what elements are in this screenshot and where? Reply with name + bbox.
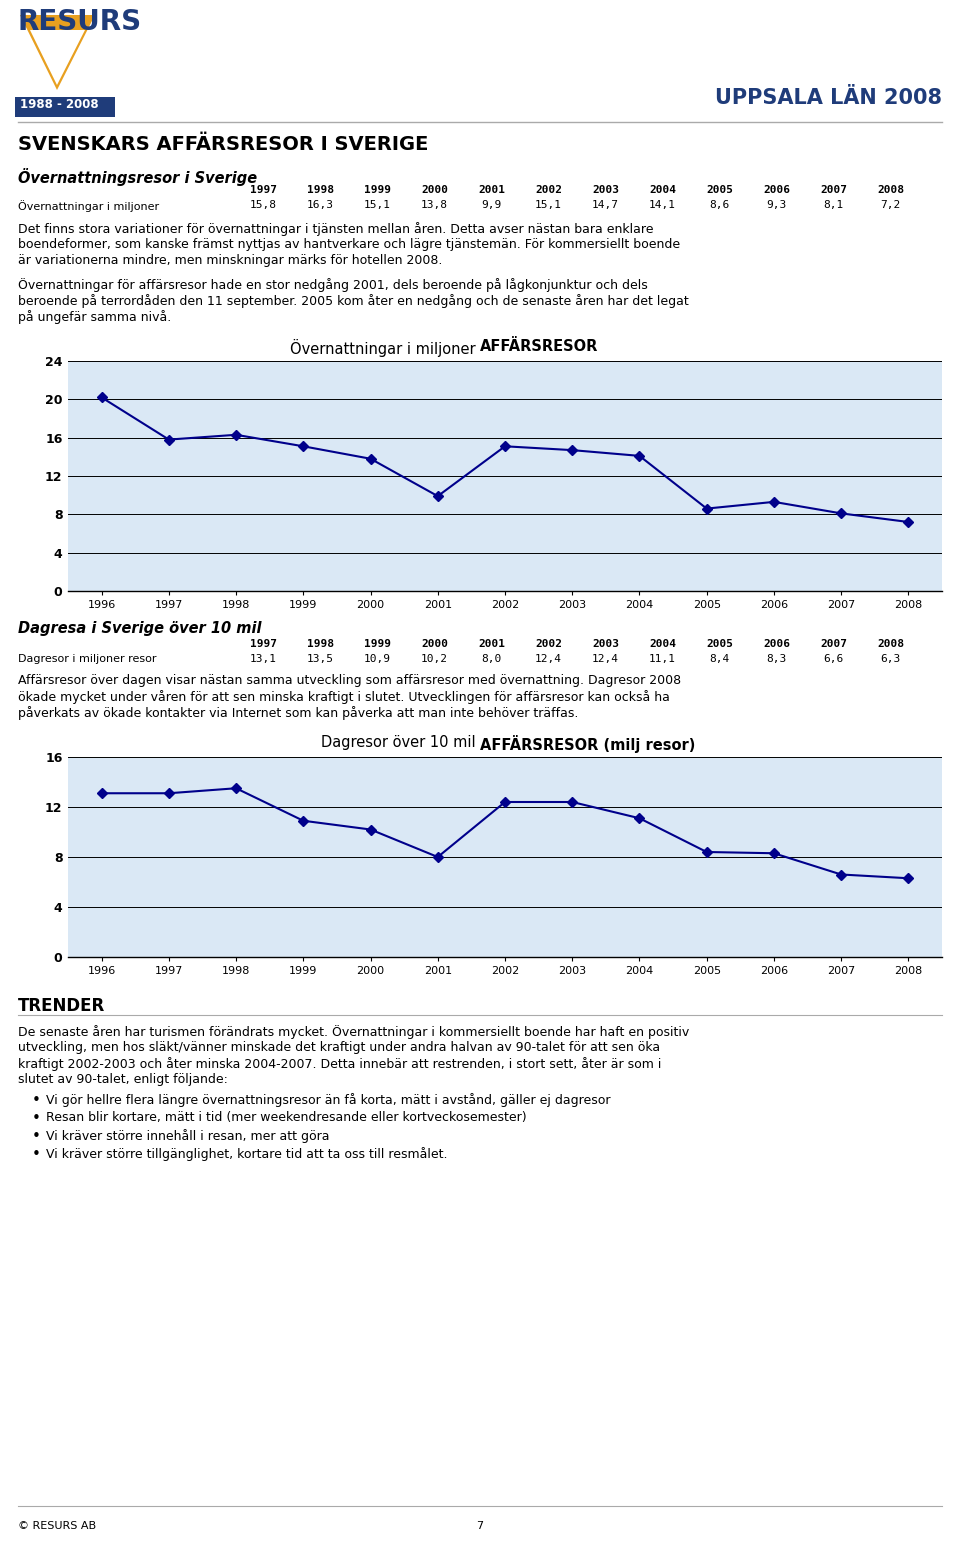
Text: RESURS: RESURS xyxy=(17,8,141,36)
Text: 1997: 1997 xyxy=(250,185,277,194)
Text: utveckling, men hos släkt/vänner minskade det kraftigt under andra halvan av 90-: utveckling, men hos släkt/vänner minskad… xyxy=(18,1041,660,1053)
Text: 2008: 2008 xyxy=(877,185,904,194)
Text: UPPSALA LÄN 2008: UPPSALA LÄN 2008 xyxy=(715,89,942,107)
Text: 2006: 2006 xyxy=(763,185,790,194)
Text: Dagresor över 10 mil: Dagresor över 10 mil xyxy=(321,734,480,750)
Text: 13,1: 13,1 xyxy=(250,654,277,664)
Text: 2006: 2006 xyxy=(763,640,790,649)
Text: 13,8: 13,8 xyxy=(421,201,448,210)
Text: 8,1: 8,1 xyxy=(824,201,844,210)
Text: 2004: 2004 xyxy=(649,185,676,194)
Text: 16,3: 16,3 xyxy=(307,201,334,210)
Text: •: • xyxy=(32,1092,41,1108)
Text: 1988 - 2008: 1988 - 2008 xyxy=(20,98,99,110)
Text: De senaste åren har turismen förändrats mycket. Övernattningar i kommersiellt bo: De senaste åren har turismen förändrats … xyxy=(18,1025,689,1039)
Text: TRENDER: TRENDER xyxy=(18,997,106,1015)
Text: 8,0: 8,0 xyxy=(481,654,502,664)
Text: 2008: 2008 xyxy=(877,640,904,649)
Polygon shape xyxy=(30,30,85,86)
Text: SVENSKARS AFFÄRSRESOR I SVERIGE: SVENSKARS AFFÄRSRESOR I SVERIGE xyxy=(18,135,428,154)
Text: 13,5: 13,5 xyxy=(307,654,334,664)
Text: Övernattningsresor i Sverige: Övernattningsresor i Sverige xyxy=(18,168,257,187)
Text: Övernattningar för affärsresor hade en stor nedgång 2001, dels beroende på lågko: Övernattningar för affärsresor hade en s… xyxy=(18,279,648,293)
Text: beroende på terrordåden den 11 september. 2005 kom åter en nedgång och de senast: beroende på terrordåden den 11 september… xyxy=(18,294,688,308)
Text: ökade mycket under våren för att sen minska kraftigt i slutet. Utvecklingen för : ökade mycket under våren för att sen min… xyxy=(18,689,670,703)
Text: 2003: 2003 xyxy=(592,185,619,194)
Text: © RESURS AB: © RESURS AB xyxy=(18,1522,96,1531)
Text: 2000: 2000 xyxy=(421,185,448,194)
Text: 1997: 1997 xyxy=(250,640,277,649)
Text: 9,9: 9,9 xyxy=(481,201,502,210)
FancyBboxPatch shape xyxy=(15,96,115,117)
Text: 8,6: 8,6 xyxy=(709,201,730,210)
Text: påverkats av ökade kontakter via Internet som kan påverka att man inte behöver t: påverkats av ökade kontakter via Interne… xyxy=(18,706,578,720)
Text: 12,4: 12,4 xyxy=(592,654,619,664)
Text: 2005: 2005 xyxy=(706,640,733,649)
Text: 7: 7 xyxy=(476,1522,484,1531)
Text: 1998: 1998 xyxy=(307,640,334,649)
Text: 2007: 2007 xyxy=(820,185,847,194)
Text: 2004: 2004 xyxy=(649,640,676,649)
Text: 1999: 1999 xyxy=(364,185,391,194)
Text: Resan blir kortare, mätt i tid (mer weekendresande eller kortveckosemester): Resan blir kortare, mätt i tid (mer week… xyxy=(46,1111,527,1123)
Text: 10,2: 10,2 xyxy=(421,654,448,664)
Text: AFFÄRSRESOR: AFFÄRSRESOR xyxy=(480,339,598,355)
Text: 2002: 2002 xyxy=(535,640,562,649)
Text: slutet av 90-talet, enligt följande:: slutet av 90-talet, enligt följande: xyxy=(18,1074,228,1086)
Text: 15,8: 15,8 xyxy=(250,201,277,210)
Text: 14,1: 14,1 xyxy=(649,201,676,210)
Text: Vi kräver större innehåll i resan, mer att göra: Vi kräver större innehåll i resan, mer a… xyxy=(46,1130,329,1144)
Text: 8,3: 8,3 xyxy=(766,654,786,664)
Text: 11,1: 11,1 xyxy=(649,654,676,664)
Text: Vi kräver större tillgänglighet, kortare tid att ta oss till resmålet.: Vi kräver större tillgänglighet, kortare… xyxy=(46,1147,447,1161)
Text: Övernattningar i miljoner: Övernattningar i miljoner xyxy=(290,339,480,356)
Text: 15,1: 15,1 xyxy=(535,201,562,210)
Text: 2003: 2003 xyxy=(592,640,619,649)
Text: 2000: 2000 xyxy=(421,640,448,649)
Text: 2001: 2001 xyxy=(478,640,505,649)
Text: 1998: 1998 xyxy=(307,185,334,194)
Text: AFFÄRSRESOR (milj resor): AFFÄRSRESOR (milj resor) xyxy=(480,734,695,753)
Text: 2005: 2005 xyxy=(706,185,733,194)
Text: 9,3: 9,3 xyxy=(766,201,786,210)
Text: boendeformer, som kanske främst nyttjas av hantverkare och lägre tjänstemän. För: boendeformer, som kanske främst nyttjas … xyxy=(18,238,680,251)
Polygon shape xyxy=(20,16,95,90)
Text: är variationerna mindre, men minskningar märks för hotellen 2008.: är variationerna mindre, men minskningar… xyxy=(18,254,443,268)
Text: Vi gör hellre flera längre övernattningsresor än få korta, mätt i avstånd, gälle: Vi gör hellre flera längre övernattnings… xyxy=(46,1092,611,1106)
Text: •: • xyxy=(32,1130,41,1144)
Text: 6,6: 6,6 xyxy=(824,654,844,664)
Text: 2007: 2007 xyxy=(820,640,847,649)
Text: 14,7: 14,7 xyxy=(592,201,619,210)
Text: 1999: 1999 xyxy=(364,640,391,649)
Text: Dagresa i Sverige över 10 mil: Dagresa i Sverige över 10 mil xyxy=(18,621,261,636)
Text: 2001: 2001 xyxy=(478,185,505,194)
Text: •: • xyxy=(32,1111,41,1127)
Text: Dagresor i miljoner resor: Dagresor i miljoner resor xyxy=(18,654,156,664)
Text: 8,4: 8,4 xyxy=(709,654,730,664)
Text: 2002: 2002 xyxy=(535,185,562,194)
Text: på ungefär samma nivå.: på ungefär samma nivå. xyxy=(18,310,171,324)
Text: 12,4: 12,4 xyxy=(535,654,562,664)
Text: 6,3: 6,3 xyxy=(880,654,900,664)
Text: 7,2: 7,2 xyxy=(880,201,900,210)
Text: Affärsresor över dagen visar nästan samma utveckling som affärsresor med övernat: Affärsresor över dagen visar nästan samm… xyxy=(18,674,682,688)
Text: 15,1: 15,1 xyxy=(364,201,391,210)
Text: •: • xyxy=(32,1147,41,1162)
Text: kraftigt 2002-2003 och åter minska 2004-2007. Detta innebär att restrenden, i st: kraftigt 2002-2003 och åter minska 2004-… xyxy=(18,1057,661,1071)
Text: Det finns stora variationer för övernattningar i tjänsten mellan åren. Detta avs: Det finns stora variationer för övernatt… xyxy=(18,223,654,237)
Text: 10,9: 10,9 xyxy=(364,654,391,664)
Text: Övernattningar i miljoner: Övernattningar i miljoner xyxy=(18,201,159,212)
